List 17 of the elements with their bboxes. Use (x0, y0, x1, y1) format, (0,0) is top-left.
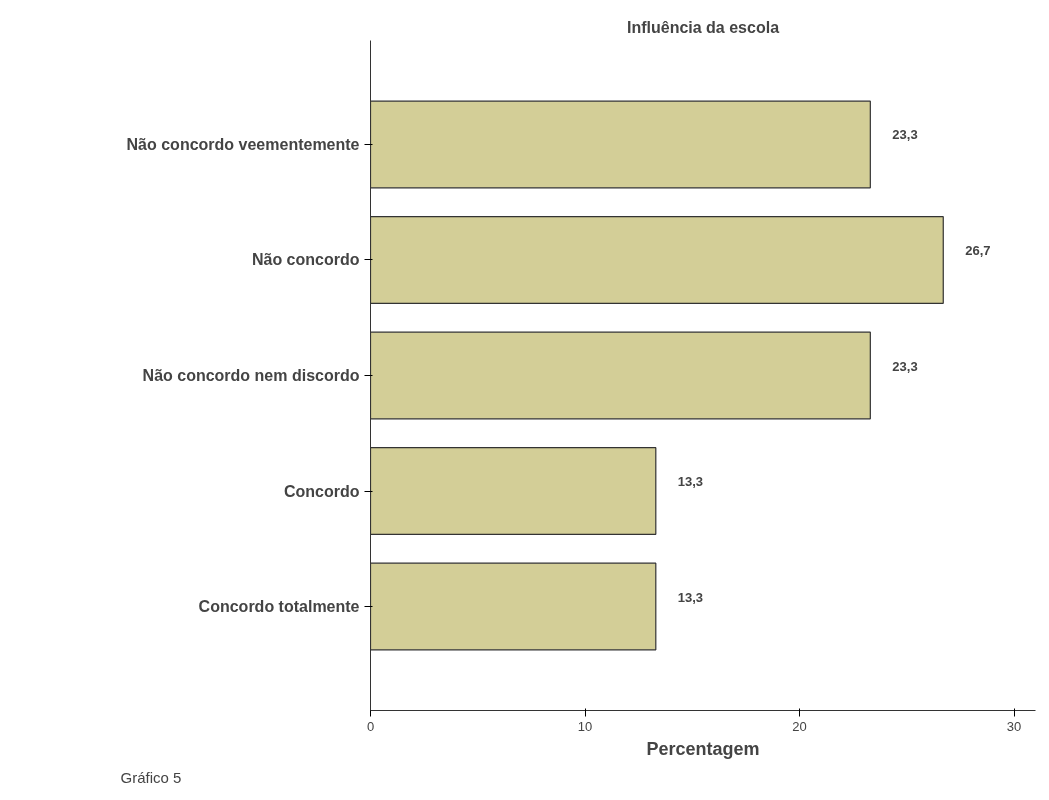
y-tick-label: Concordo totalmente (198, 598, 360, 616)
y-tick-label: Não concordo (251, 251, 360, 269)
x-tick-label: 20 (792, 718, 807, 734)
data-label: 13,3 (677, 474, 704, 490)
data-label: 26,7 (965, 242, 991, 258)
x-tick-label: 30 (1006, 718, 1022, 734)
x-tick-label: 10 (577, 718, 593, 734)
chart-title: Influência da escola (626, 18, 780, 36)
data-label: 23,3 (892, 127, 918, 143)
data-label: 13,3 (677, 589, 704, 605)
data-label: 23,3 (892, 358, 918, 374)
y-tick-label: Concordo (283, 482, 360, 500)
y-tick-label: Não concordo veementemente (126, 135, 360, 153)
x-tick-label: 0 (366, 718, 375, 734)
text: Gráfico 5 (120, 768, 182, 786)
x-axis-title: Percentagem (646, 738, 760, 759)
y-tick-label: Não concordo nem discordo (142, 367, 360, 384)
